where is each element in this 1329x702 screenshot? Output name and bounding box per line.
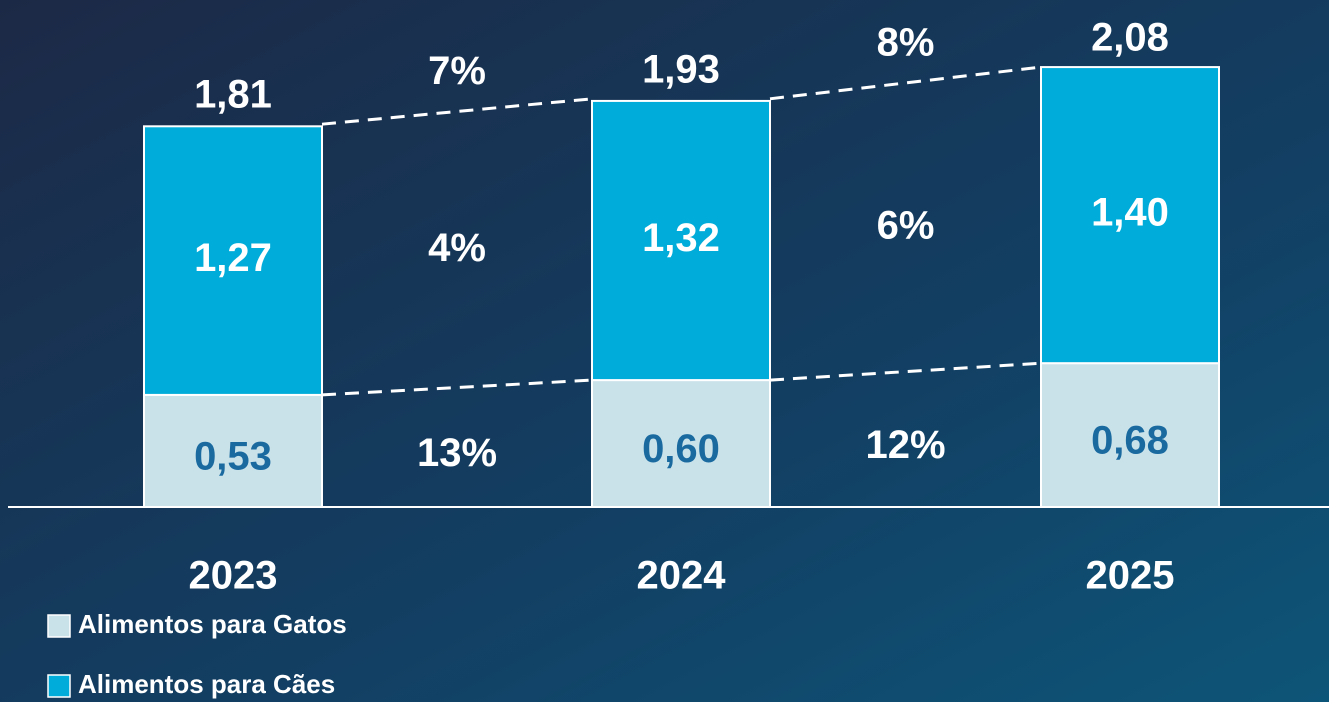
growth-label: 12%	[865, 423, 945, 467]
legend-label: Alimentos para Gatos	[78, 609, 347, 639]
bar-segment	[143, 393, 323, 508]
bar-segment	[1040, 66, 1220, 365]
value-label: 0,68	[1091, 419, 1169, 463]
growth-label: 7%	[428, 49, 486, 93]
bar-segment	[591, 99, 771, 382]
growth-label: 6%	[877, 203, 935, 247]
value-label: 1,27	[194, 236, 272, 280]
growth-label: 8%	[877, 21, 935, 65]
total-label: 1,93	[642, 47, 720, 91]
total-label: 1,81	[194, 73, 272, 117]
total-label: 2,08	[1091, 16, 1169, 60]
bar-segment	[1040, 362, 1220, 508]
x-tick-label: 2025	[1086, 554, 1175, 598]
value-label: 1,40	[1091, 191, 1169, 235]
value-label: 0,53	[194, 435, 272, 479]
growth-label: 4%	[428, 226, 486, 270]
x-tick-label: 2023	[189, 554, 278, 598]
bar-segment	[143, 125, 323, 396]
legend-swatch	[47, 674, 71, 698]
bar-segment	[591, 379, 771, 509]
legend-label: Alimentos para Cães	[78, 669, 335, 699]
value-label: 1,32	[642, 216, 720, 260]
x-tick-label: 2024	[637, 554, 727, 598]
legend-swatch	[47, 614, 71, 638]
value-label: 0,60	[642, 427, 720, 471]
growth-label: 13%	[417, 431, 497, 475]
